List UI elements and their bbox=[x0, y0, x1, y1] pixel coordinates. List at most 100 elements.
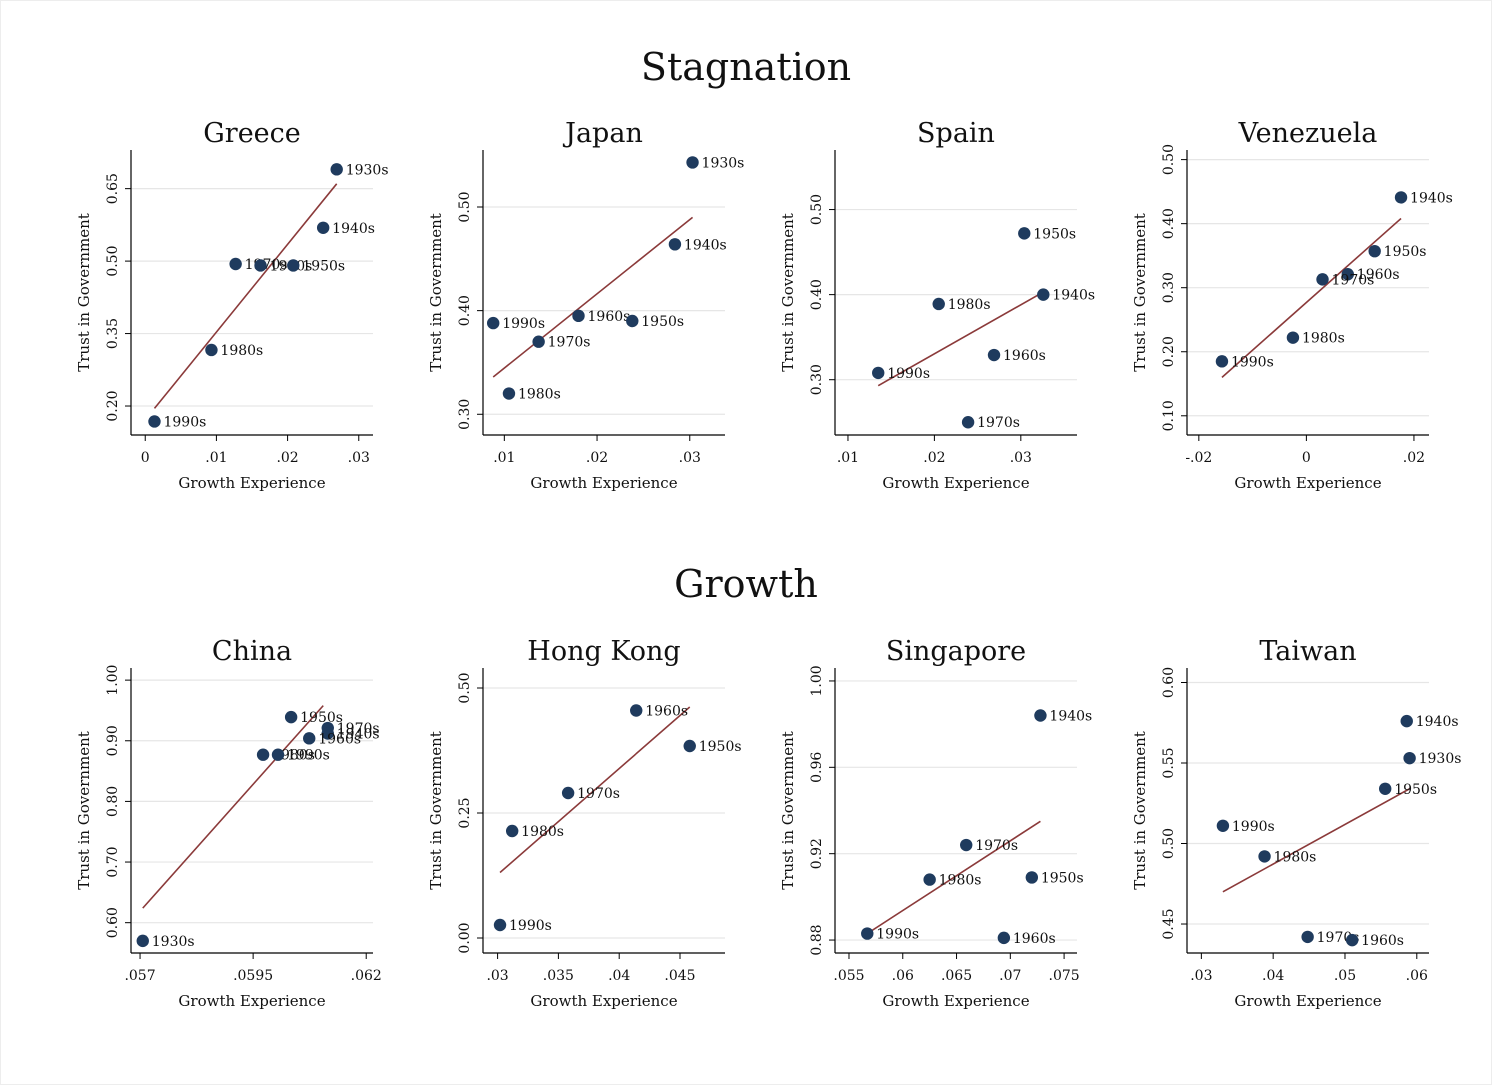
point-label: 1970s bbox=[1332, 272, 1375, 288]
data-point-1960s bbox=[997, 931, 1011, 945]
fit-line bbox=[153, 183, 338, 409]
data-point-1980s bbox=[923, 873, 936, 886]
point-label: 1950s bbox=[1394, 782, 1437, 798]
data-point-1940s bbox=[1037, 288, 1050, 301]
data-point-1990s bbox=[861, 927, 874, 940]
data-point-1970s bbox=[532, 335, 545, 348]
data-point-1970s bbox=[961, 416, 975, 429]
y-axis-label: Trust in Government bbox=[75, 213, 93, 372]
y-tick-label: 0.50 bbox=[809, 194, 825, 225]
x-tick-label: .065 bbox=[941, 968, 972, 984]
data-point-1950s bbox=[1368, 244, 1381, 258]
point-label: 1930s bbox=[346, 162, 389, 178]
data-point-1990s bbox=[872, 366, 885, 380]
x-tick-label: .01 bbox=[205, 450, 227, 466]
point-label: 1970s bbox=[548, 335, 591, 351]
data-point-1990s bbox=[1215, 355, 1229, 368]
point-label: 1960s bbox=[1003, 348, 1046, 364]
x-tick-label: .0595 bbox=[233, 968, 273, 984]
data-point-1980s bbox=[256, 748, 270, 761]
y-tick-label: 0.80 bbox=[105, 786, 121, 817]
y-tick-label: 0.00 bbox=[457, 922, 473, 953]
point-label: 1970s bbox=[577, 786, 620, 802]
x-tick-label: .02 bbox=[923, 450, 945, 466]
y-tick-label: 0.20 bbox=[105, 390, 121, 421]
point-label: 1930s bbox=[152, 934, 195, 950]
data-point-1950s bbox=[683, 739, 696, 753]
x-tick-label: .02 bbox=[1403, 450, 1425, 466]
y-tick-label: 0.40 bbox=[457, 295, 473, 326]
x-axis-label: Growth Experience bbox=[178, 992, 325, 1010]
point-label: 1950s bbox=[699, 739, 742, 755]
point-label: 1960s bbox=[588, 309, 631, 325]
point-label: 1940s bbox=[1410, 190, 1453, 206]
y-tick-label: 0.50 bbox=[1161, 828, 1177, 859]
panel-greece: Greece 0.20 0.35 0.50 0.65 0 .01 .02 .03 Growth E… bbox=[75, 118, 389, 492]
panel-venezuela: Venezuela 0.10 0.20 0.30 0.40 0.50 -.02 0 .02 Gro… bbox=[1131, 118, 1453, 492]
x-tick-label: .03 bbox=[1190, 968, 1212, 984]
x-tick-label: .057 bbox=[124, 968, 155, 984]
point-label: 1960s bbox=[1361, 933, 1404, 949]
panel-china: China 0.60 0.70 0.80 0.90 1.00 .057 .0595 .062 Gr… bbox=[75, 636, 382, 1010]
data-point-1990s bbox=[148, 415, 161, 428]
x-tick-label: .01 bbox=[837, 450, 859, 466]
point-label: 1960s bbox=[318, 731, 361, 747]
section-title-growth: Growth bbox=[674, 562, 818, 606]
data-point-1980s bbox=[505, 824, 519, 838]
data-point-1990s bbox=[486, 316, 500, 330]
data-point-1960s bbox=[1341, 268, 1354, 281]
x-tick-label: .045 bbox=[664, 968, 695, 984]
data-point-1990s bbox=[1216, 819, 1230, 832]
data-point-1940s bbox=[1034, 709, 1047, 722]
y-tick-label: 0.45 bbox=[1161, 908, 1177, 939]
y-tick-label: 0.70 bbox=[105, 846, 121, 877]
y-tick-label: 0.50 bbox=[1161, 144, 1177, 175]
y-tick-label: 0.25 bbox=[457, 797, 473, 828]
section-title-stagnation: Stagnation bbox=[641, 45, 851, 89]
point-label: 1940s bbox=[1416, 714, 1459, 730]
point-label: 1990s bbox=[1232, 819, 1275, 835]
y-tick-label: 0.40 bbox=[1161, 208, 1177, 239]
data-point-1960s bbox=[987, 348, 1001, 362]
chart-title: Taiwan bbox=[1259, 636, 1356, 667]
fit-line bbox=[499, 706, 691, 874]
data-point-1990s bbox=[271, 748, 285, 761]
chart-title: Singapore bbox=[886, 636, 1026, 667]
x-axis-label: Growth Experience bbox=[1234, 474, 1381, 492]
data-point-1970s bbox=[960, 838, 973, 852]
data-point-1940s bbox=[668, 238, 682, 251]
panel-taiwan: Taiwan 0.45 0.50 0.55 0.60 .03 .04 .05 .06 Growth… bbox=[1131, 636, 1461, 1010]
x-tick-label: .075 bbox=[1049, 968, 1080, 984]
point-label: 1980s bbox=[1274, 849, 1317, 865]
data-point-1940s bbox=[1394, 191, 1408, 204]
y-axis-label: Trust in Government bbox=[1131, 731, 1149, 890]
point-label: 1950s bbox=[302, 258, 345, 274]
point-label: 1980s bbox=[1302, 331, 1345, 347]
point-label: 1980s bbox=[948, 297, 991, 313]
y-tick-label: 1.00 bbox=[105, 665, 121, 696]
data-point-1970s bbox=[1316, 273, 1329, 286]
point-label: 1940s bbox=[337, 726, 380, 742]
data-point-1960s bbox=[572, 309, 585, 323]
fit-line bbox=[1222, 788, 1410, 893]
point-label: 1990s bbox=[1231, 354, 1274, 370]
y-axis-label: Trust in Government bbox=[779, 213, 797, 372]
point-label: 1940s bbox=[1049, 709, 1092, 725]
y-tick-label: 1.00 bbox=[809, 665, 825, 696]
point-label: 1930s bbox=[1419, 751, 1462, 767]
data-point-1930s bbox=[686, 156, 699, 169]
y-tick-label: 0.60 bbox=[105, 907, 121, 938]
point-label: 1980s bbox=[518, 387, 561, 403]
data-point-1990s bbox=[493, 918, 507, 932]
chart-title: Hong Kong bbox=[527, 636, 680, 667]
point-label: 1990s bbox=[163, 414, 206, 430]
x-tick-label: .06 bbox=[1406, 968, 1428, 984]
x-axis-label: Growth Experience bbox=[882, 474, 1029, 492]
chart-title: China bbox=[212, 636, 292, 667]
x-tick-label: .03 bbox=[1010, 450, 1032, 466]
fit-line bbox=[142, 705, 324, 909]
point-label: 1990s bbox=[887, 366, 930, 382]
